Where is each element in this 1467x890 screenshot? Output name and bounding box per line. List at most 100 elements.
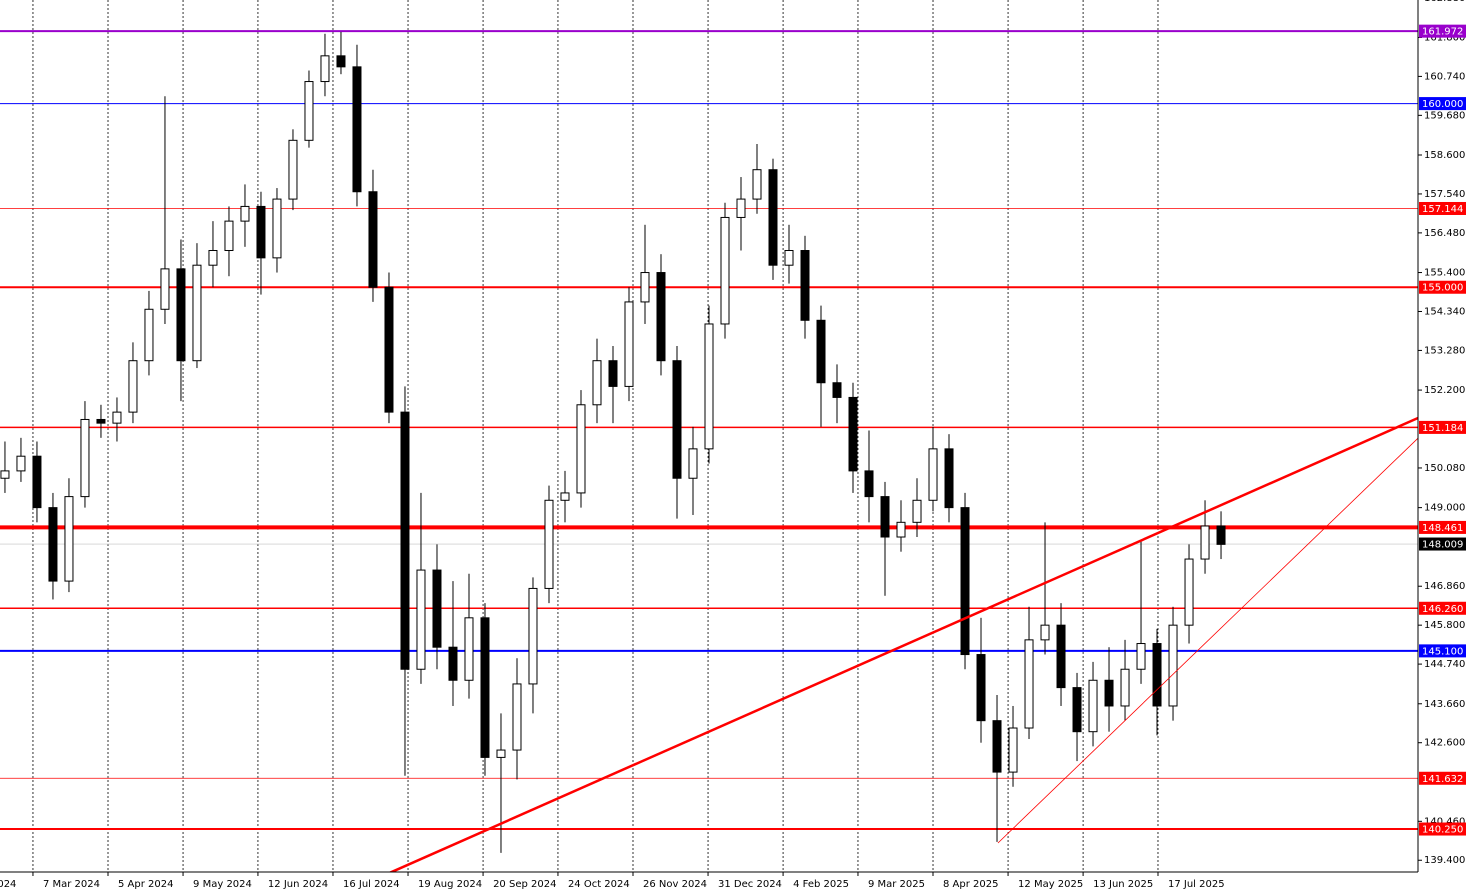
x-tick-label: 20 Sep 2024 [493,879,556,890]
candle-body [704,323,714,450]
x-tick-label: 9 Mar 2025 [868,879,925,890]
level-label-bg [1419,520,1466,534]
level-label: 161.972 [1422,27,1463,38]
candle-body [352,66,362,193]
candle-body [272,198,282,259]
candle-body [208,250,218,266]
candle-body [1120,668,1130,707]
candle-body [1152,643,1162,707]
x-tick-label: 12 May 2025 [1018,879,1083,890]
y-tick-label: 157.540 [1424,189,1465,200]
y-tick-label: 161.800 [1424,32,1465,43]
candle-body [432,569,442,648]
candle-body [144,308,154,362]
y-tick-label: 150.080 [1424,463,1465,474]
candle-body [48,507,58,582]
level-label-bg [1419,201,1466,215]
x-tick-label: 31 Dec 2024 [718,879,782,890]
x-tick-label: 16 Jul 2024 [343,879,400,890]
candle-body [576,404,586,494]
x-tick-label: 7 Mar 2024 [43,879,100,890]
candle-body [752,169,762,200]
candle-body [528,587,538,685]
candle-body [1200,525,1210,560]
y-tick-label: 152.200 [1424,385,1465,396]
candle-body [160,268,170,310]
candle-body [560,492,570,501]
y-tick-label: 145.800 [1424,620,1465,631]
candle-body [832,382,842,398]
x-tick-label: 19 Aug 2024 [418,879,482,890]
trendline [384,416,1419,877]
x-tick-label: 24 Oct 2024 [568,879,630,890]
candle-body [496,749,506,758]
level-label: 148.009 [1422,540,1463,551]
y-tick-label: 146.860 [1424,581,1465,592]
candle-body [880,496,890,538]
candle-body [1072,687,1082,733]
candle-body [928,448,938,501]
x-tick-label: 9 May 2024 [193,879,252,890]
y-tick-label: 142.600 [1424,738,1465,749]
level-label-bg [1419,97,1466,111]
level-label: 151.184 [1422,423,1463,434]
x-tick-label: 8 Apr 2025 [943,879,998,890]
y-tick-label: 158.600 [1424,150,1465,161]
candle-body [96,418,106,424]
candle-body [848,396,858,472]
candle-body [1040,624,1050,641]
candle-body [256,205,266,259]
level-label-bg [1419,771,1466,785]
candle-body [384,286,394,413]
x-tick-label: 5 Apr 2024 [118,879,173,890]
candle-body [176,268,186,362]
candle-body [192,264,202,362]
candle-body [416,569,426,670]
candle-body [112,411,122,424]
candle-body [240,205,250,222]
level-label: 145.100 [1422,646,1463,657]
candle-body [368,191,378,288]
level-label: 148.461 [1422,523,1463,534]
y-tick-label: 155.400 [1424,268,1465,279]
candle-body [1216,525,1226,545]
price-axis-bg [1418,0,1467,890]
candle-body [688,448,698,479]
candle-body [656,272,666,362]
level-labels: 161.972 160.000 157.144 155.000 151.184 148.4… [1419,24,1466,836]
level-label-bg [1419,280,1466,294]
level-label: 141.632 [1422,774,1463,785]
level-label: 146.260 [1422,604,1463,615]
level-label: 140.250 [1422,825,1463,836]
candle-body [320,55,330,83]
candle-body [672,360,682,479]
candle-body [768,169,778,266]
candle-body [608,360,618,387]
candle-body [592,360,602,406]
candle-body [912,499,922,523]
candle-body [992,720,1002,773]
candle-body [464,617,474,681]
candle-body [224,220,234,252]
candle-body [480,617,490,758]
level-label-bg [1419,24,1466,38]
x-tick-label: 13 Jun 2025 [1093,879,1153,890]
x-tick-label: 4 Feb 2025 [793,879,849,890]
y-tick-label: 149.000 [1424,503,1465,514]
y-tick-label: 159.680 [1424,110,1465,121]
candle-body [816,319,826,384]
candle-body [720,216,730,325]
candle-body [640,272,650,303]
y-tick-label: 160.740 [1424,71,1465,82]
y-tick-label: 143.660 [1424,699,1465,710]
level-label-bg [1419,601,1466,615]
x-tick-label: 12 Jun 2024 [268,879,328,890]
y-tick-label: 162.880 [1424,0,1465,4]
candle-body [512,683,522,751]
candle-body [304,81,314,141]
candle-body [864,470,874,498]
candle-body [1056,624,1066,689]
